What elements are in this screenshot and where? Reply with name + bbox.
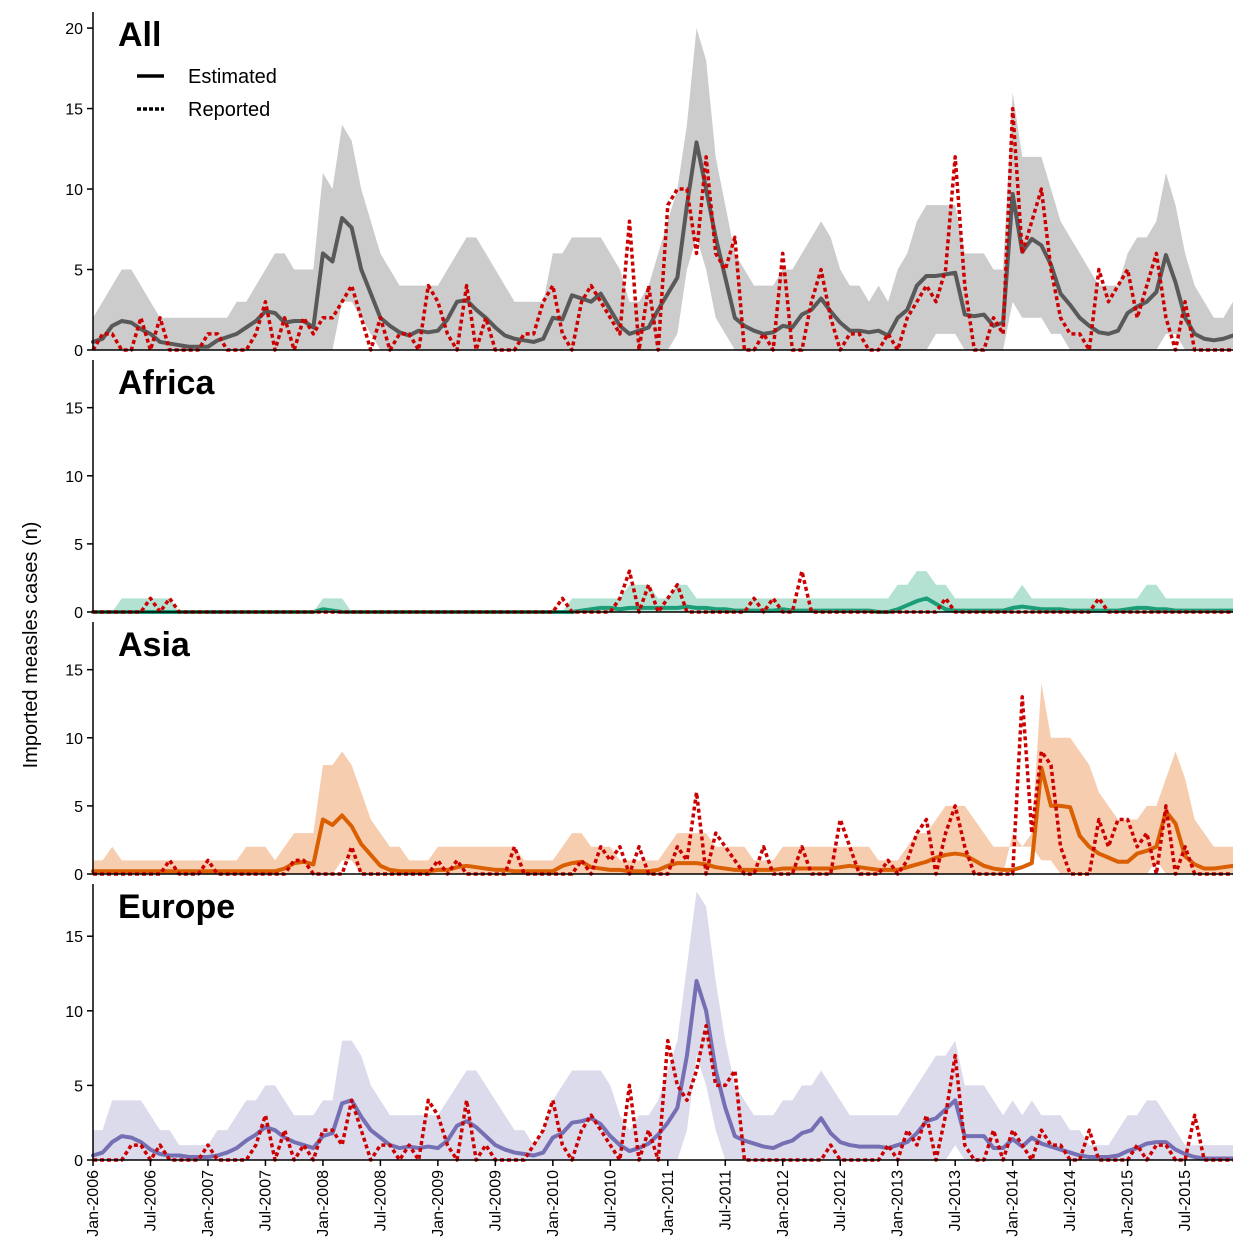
legend-estimated-label: Estimated: [188, 66, 277, 88]
x-tick-label: Jan-2010: [545, 1170, 562, 1237]
x-axis: Jan-2006 Jul-2006 Jan-2007 Jul-2007 Jan-2008…: [85, 1160, 1194, 1237]
legend-reported-label: Reported: [188, 99, 270, 121]
panel-europe: 0 5 10 15 Europe: [65, 884, 1233, 1170]
asia-uncertainty-band: [93, 683, 1233, 874]
x-tick-label: Jan-2008: [315, 1170, 332, 1237]
europe-panel-title: Europe: [118, 888, 235, 926]
europe-y-tick-label: 5: [74, 1078, 83, 1095]
asia-y-tick-label: 5: [74, 799, 83, 816]
all-y-tick-label: 10: [65, 182, 83, 199]
x-tick-label: Jan-2013: [890, 1170, 907, 1237]
all-y-tick-label: 20: [65, 21, 83, 38]
x-tick-label: Jul-2009: [487, 1170, 504, 1231]
asia-panel-title: Asia: [118, 626, 191, 664]
asia-y-tick-label: 0: [74, 867, 83, 884]
europe-y-tick-label: 15: [65, 929, 83, 946]
x-tick-label: Jan-2006: [85, 1170, 102, 1237]
x-tick-label: Jan-2011: [660, 1170, 677, 1236]
x-tick-label: Jul-2007: [257, 1170, 274, 1231]
panel-all: 0 5 10 15 20 All: [65, 12, 1233, 360]
all-uncertainty-band: [93, 28, 1233, 350]
panel-asia: 0 5 10 15 Asia: [65, 622, 1233, 884]
europe-reported-line: [93, 1023, 1233, 1162]
africa-y-tick-label: 15: [65, 401, 83, 418]
africa-uncertainty-band: [93, 571, 1233, 612]
asia-y-tick-label: 10: [65, 731, 83, 748]
x-tick-label: Jul-2011: [717, 1170, 734, 1230]
x-tick-label: Jul-2006: [142, 1170, 159, 1231]
x-tick-label: Jan-2007: [200, 1170, 217, 1237]
all-y-tick-label: 0: [74, 343, 83, 360]
x-tick-label: Jul-2010: [602, 1170, 619, 1231]
x-tick-label: Jan-2015: [1120, 1170, 1137, 1237]
asia-estimated-line: [91, 765, 1233, 874]
all-reported-line: [91, 106, 1233, 352]
europe-y-tick-label: 0: [74, 1153, 83, 1170]
legend: Estimated Reported: [137, 66, 277, 121]
africa-y-tick-label: 5: [74, 537, 83, 554]
x-tick-label: Jul-2008: [372, 1170, 389, 1231]
x-tick-label: Jan-2012: [775, 1170, 792, 1237]
all-y-tick-label: 15: [65, 102, 83, 119]
europe-y-tick-label: 10: [65, 1004, 83, 1021]
africa-y-tick-label: 10: [65, 469, 83, 486]
africa-y-tick-label: 0: [74, 605, 83, 622]
x-tick-label: Jul-2012: [832, 1170, 849, 1231]
panels-layer: 0 5 10 15 20 All 0 5 10 15 Africa 0 5 10 15 Asia 0 5 10 15 E…: [65, 12, 1233, 1170]
panel-africa: 0 5 10 15 Africa: [65, 360, 1233, 622]
x-tick-label: Jul-2014: [1062, 1170, 1079, 1231]
x-tick-label: Jul-2013: [947, 1170, 964, 1231]
asia-y-tick-label: 15: [65, 663, 83, 680]
all-y-tick-label: 5: [74, 263, 83, 280]
y-axis-label: Imported measles cases (n): [20, 522, 42, 769]
x-tick-label: Jan-2014: [1005, 1170, 1022, 1237]
all-panel-title: All: [118, 16, 161, 54]
europe-estimated-line: [91, 978, 1233, 1161]
africa-panel-title: Africa: [118, 364, 215, 402]
x-tick-label: Jan-2009: [430, 1170, 447, 1237]
x-tick-label: Jul-2015: [1177, 1170, 1194, 1231]
